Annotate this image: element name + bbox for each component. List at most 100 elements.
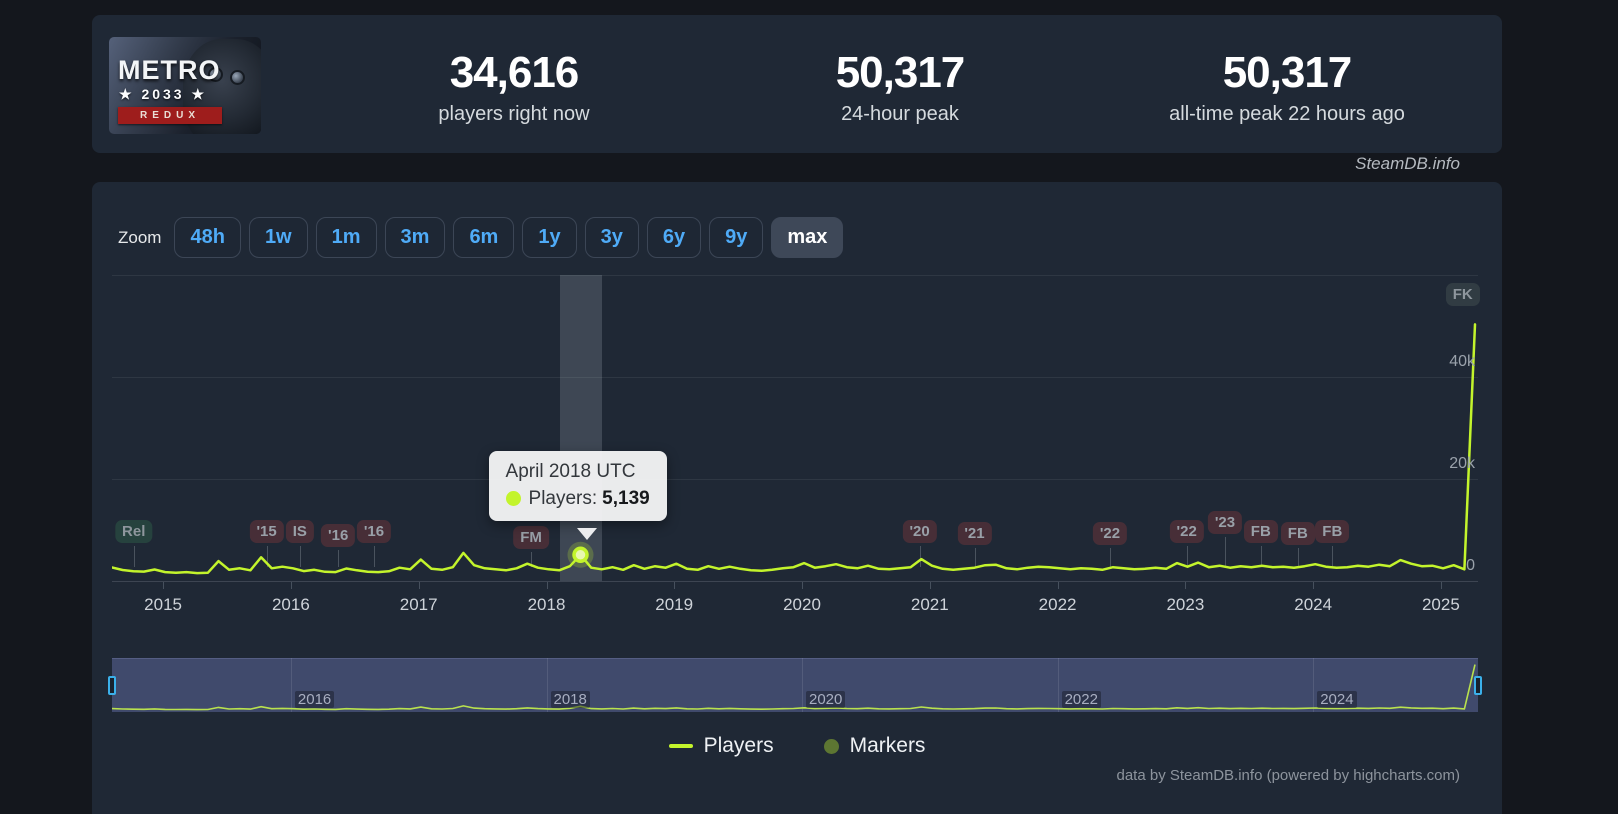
legend-item-players[interactable]: Players [668,734,774,758]
x-axis-tick [1185,582,1187,589]
stat-label: all-time peak 22 hours ago [1169,103,1405,126]
x-axis-tick [1313,582,1315,589]
steamdb-watermark: SteamDB.info [1355,154,1460,173]
x-axis-label-2020: 2020 [783,595,821,614]
flag-marker-21[interactable]: '21 [957,522,992,545]
x-axis-tick [1057,582,1059,589]
y-gridline-20000 [112,479,1478,480]
highcharts-credit-link[interactable]: data by SteamDB.info (powered by highcha… [1116,767,1461,784]
x-axis-tick [290,582,292,589]
flag-marker-20[interactable]: '20 [902,520,937,543]
flag-stem [133,546,135,567]
zoom-range-button-1y[interactable]: 1y [522,217,577,258]
x-axis-tick [1440,582,1442,589]
x-axis-label-2015: 2015 [144,595,183,614]
players-line-icon [668,744,693,748]
stat-alltime-peak: 50,317 all-time peak 22 hours ago [1077,48,1497,126]
navigator-label-2020: 2020 [806,691,846,708]
capsule-edition-banner: REDUX [118,107,222,124]
flag-stem [338,550,340,567]
stat-players-now: 34,616 players right now [304,48,724,126]
plot-area[interactable]: 0 20k 40k Rel '15 IS '16'16 FM '20'21'22'22'23 FB… [112,275,1480,614]
flag-marker-FB[interactable]: FB [1280,522,1315,545]
flag-stem [266,546,268,567]
navigator-label-2016: 2016 [294,691,335,708]
zoom-range-button-3y[interactable]: 3y [584,217,639,258]
legend-label: Markers [849,734,926,757]
x-axis-tick [929,582,931,589]
zoom-label: Zoom [118,227,162,247]
flag-marker-FM[interactable]: FM [513,526,549,549]
y-gridline-40000 [112,377,1478,378]
zoom-range-button-6y[interactable]: 6y [646,217,702,258]
markers-circle-icon [823,738,839,754]
flag-stem [1260,546,1262,567]
zoom-range-button-48h[interactable]: 48h [174,217,241,258]
flag-marker-Rel[interactable]: Rel [115,520,153,543]
x-axis-label-2024: 2024 [1294,595,1333,614]
x-axis-label-2023: 2023 [1166,595,1205,614]
flag-stem [299,546,301,567]
x-axis-tick [674,582,676,589]
flag-marker-FB[interactable]: FB [1315,520,1350,543]
chart-card: Zoom 48h 1w 1m 3m 6m 1y 3y 6y 9y max 0 20k 40k Rel '1… [92,182,1502,814]
tooltip-series-label: Players: [528,487,598,509]
zoom-range-button-3m[interactable]: 3m [384,217,446,258]
flag-stem [1225,537,1226,567]
y-axis-label-40k: 40k [1449,353,1475,370]
flag-marker-IS[interactable]: IS [285,520,314,543]
x-axis-label-2019: 2019 [655,595,694,614]
zoom-range-button-1m[interactable]: 1m [315,217,377,258]
capsule-year: ★ 2033 ★ [119,86,208,102]
stat-value: 34,616 [449,48,580,97]
capsule-title: METRO [118,55,221,85]
legend-item-markers[interactable]: Markers [823,734,926,758]
x-axis-label-2021: 2021 [910,595,949,614]
x-axis-label-2016: 2016 [271,595,310,614]
legend-label: Players [703,734,774,757]
flag-marker-FK[interactable]: FK [1445,283,1480,306]
flag-stem [974,548,976,567]
navigator-gridline [802,658,803,712]
navigator-gridline [1313,658,1315,712]
navigator-gridline [546,658,548,712]
navigator-handle-right[interactable] [1474,676,1482,695]
flag-stem [531,552,533,567]
players-line-chart [112,323,1477,575]
flag-marker-FB[interactable]: FB [1243,520,1278,543]
navigator-gridline [290,658,292,712]
x-axis-label-2025: 2025 [1421,595,1460,614]
y-gridline-0 [112,581,1478,582]
flag-marker-22[interactable]: '22 [1092,522,1128,545]
flag-stem [919,546,921,567]
hovered-point-dot [572,546,589,564]
zoom-range-button-max[interactable]: max [771,217,844,258]
navigator-selected-range[interactable] [112,658,1478,712]
flag-marker-15[interactable]: '15 [249,520,284,543]
flag-stem [1186,546,1188,567]
zoom-range-button-6m[interactable]: 6m [453,217,515,258]
flag-marker-16[interactable]: '16 [321,524,356,547]
x-axis-label-2018: 2018 [527,595,566,614]
range-navigator[interactable]: 2016 2018 2020 2022 2024 [108,658,1482,712]
tooltip-value: 5,139 [602,487,650,509]
navigator-label-2018: 2018 [550,691,590,708]
stats-card: METRO ★ 2033 ★ REDUX 34,616 players righ… [92,15,1502,153]
x-axis-tick [802,582,803,589]
y-axis-label-20k: 20k [1449,455,1475,472]
flag-marker-23[interactable]: '23 [1207,511,1243,534]
tooltip-arrow [576,527,597,540]
zoom-range-button-1w[interactable]: 1w [248,217,308,258]
flag-marker-16[interactable]: '16 [356,520,392,543]
stat-24h-peak: 50,317 24-hour peak [690,48,1110,126]
x-axis-label-2017: 2017 [399,595,438,614]
y-axis-label-0: 0 [1466,557,1475,574]
stat-value: 50,317 [835,48,966,97]
stat-label: players right now [438,103,590,126]
flag-marker-22[interactable]: '22 [1169,520,1204,543]
chart-tooltip: April 2018 UTC Players: 5,139 [488,450,667,521]
game-capsule-image: METRO ★ 2033 ★ REDUX [109,37,261,134]
chart-legend: Players Markers [92,734,1502,758]
zoom-range-button-9y[interactable]: 9y [709,217,764,258]
navigator-handle-left[interactable] [108,676,116,695]
